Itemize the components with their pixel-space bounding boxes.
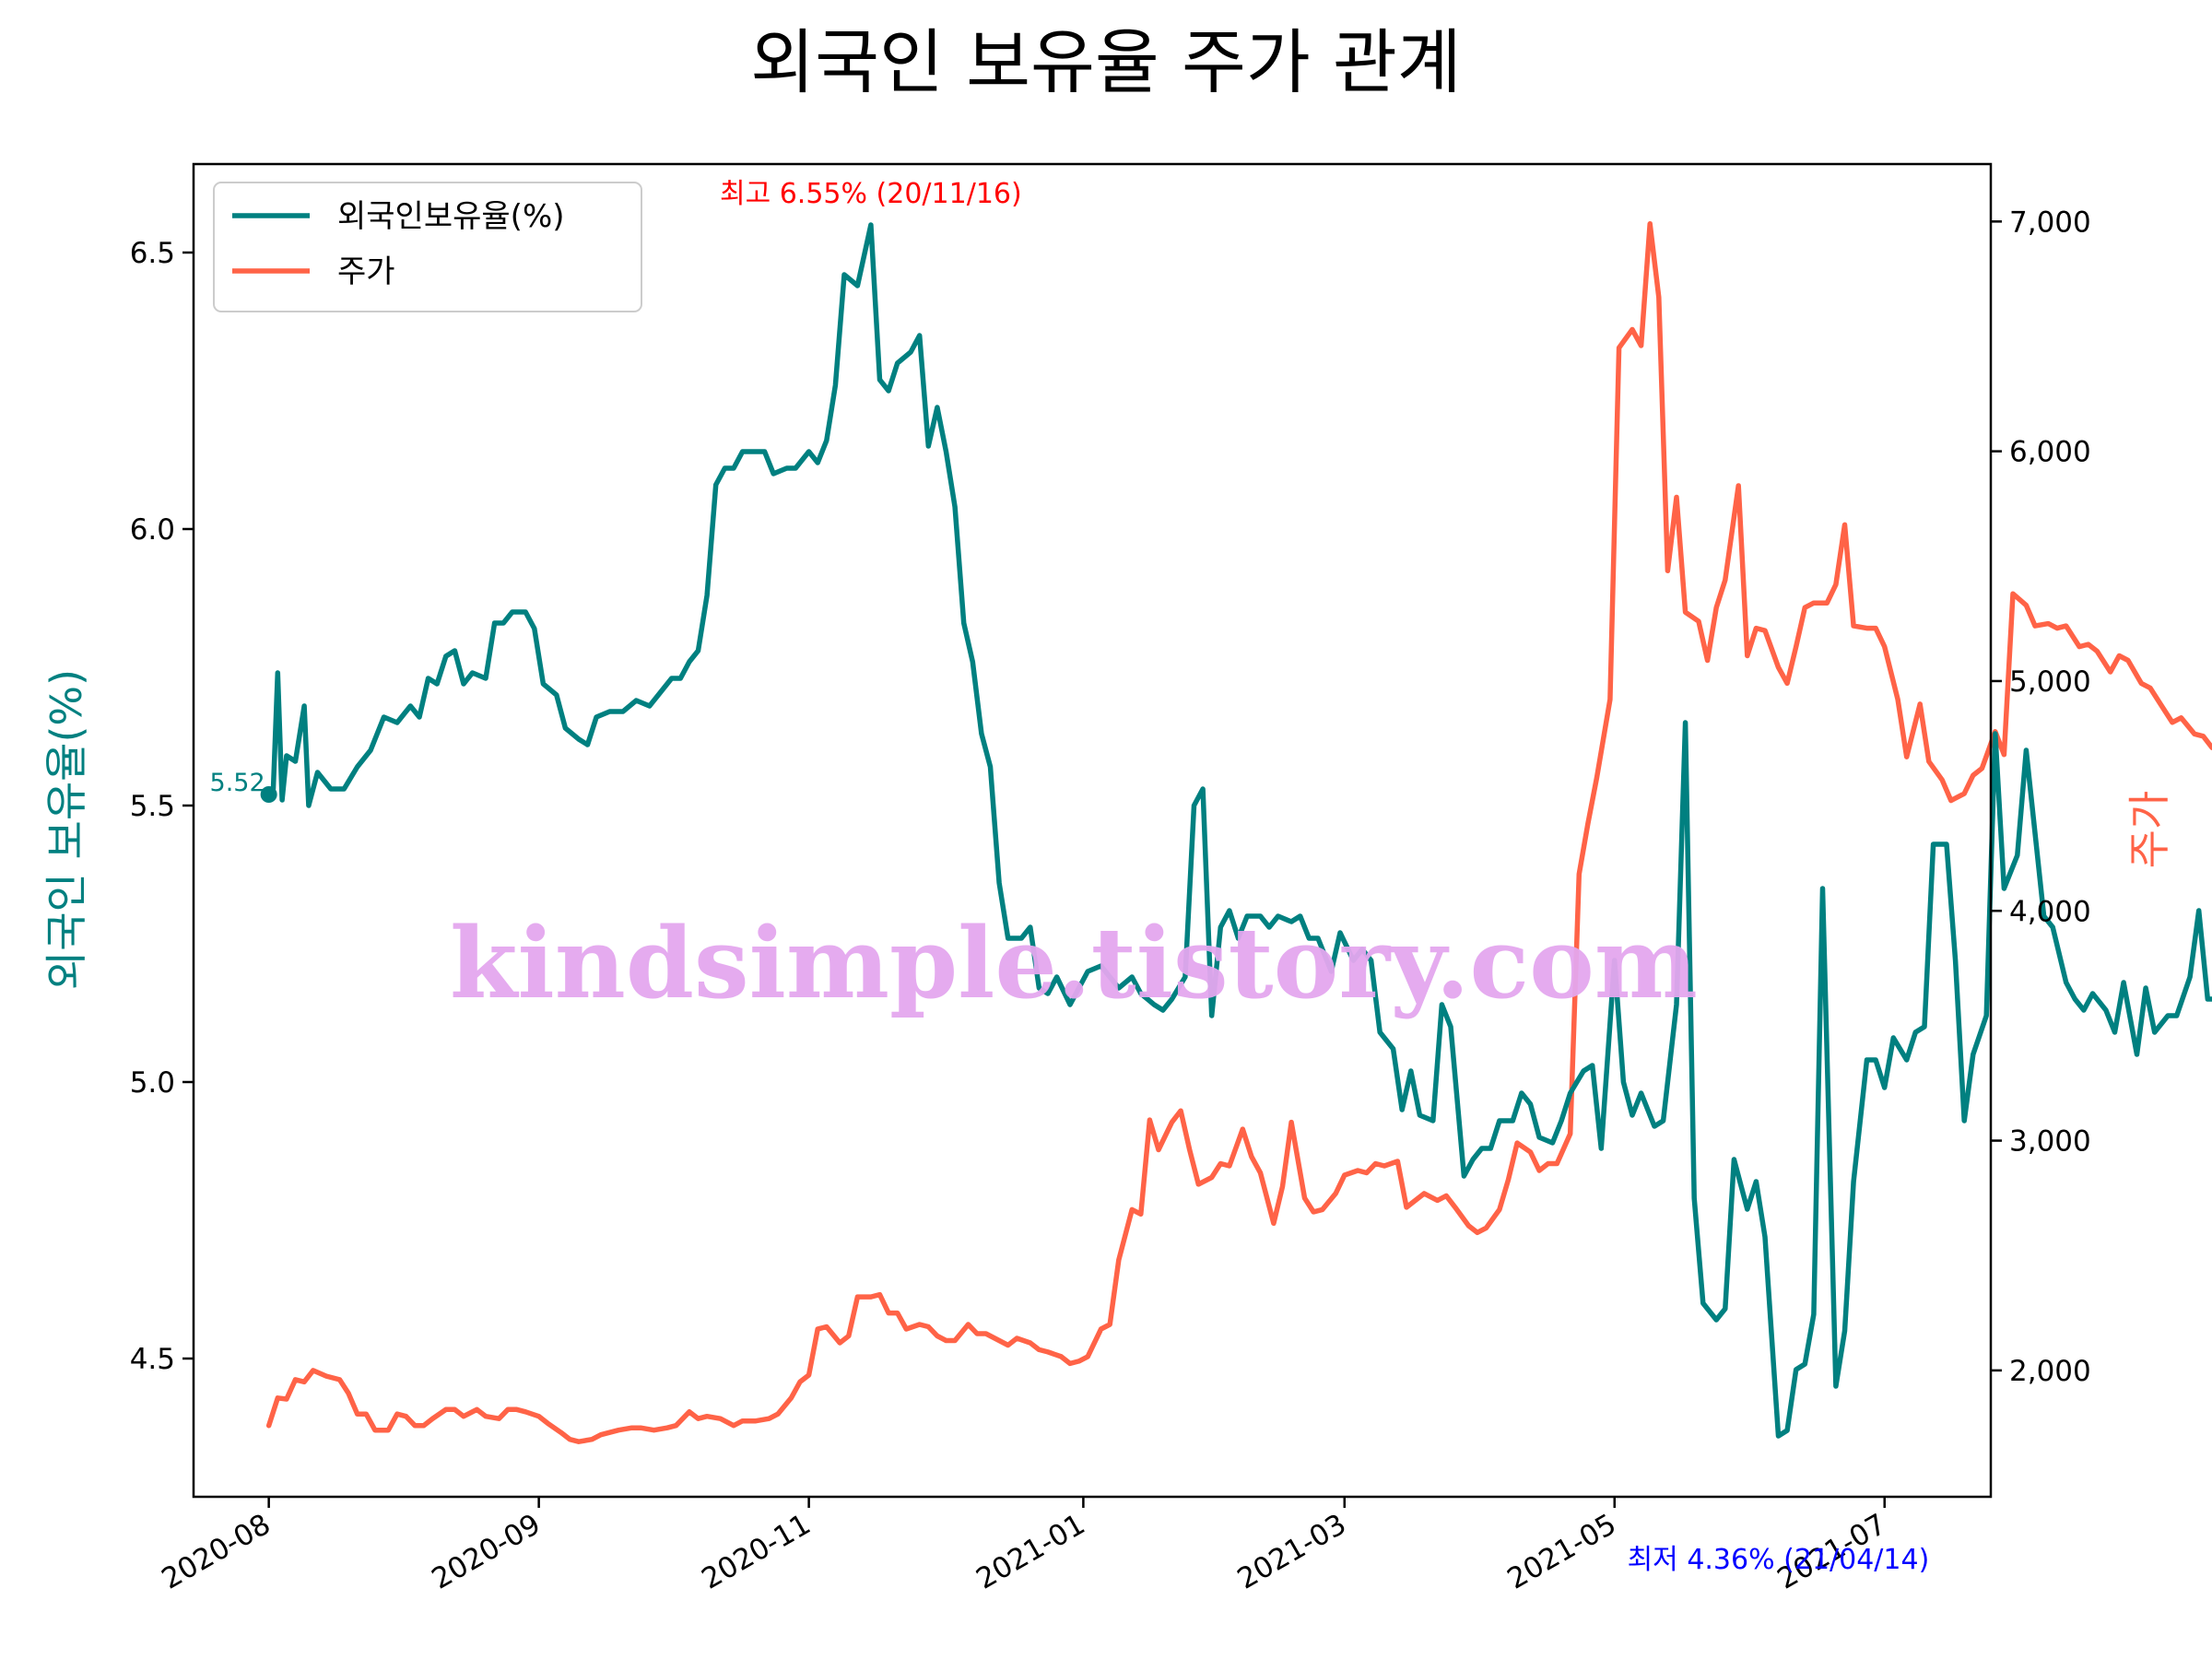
start-point-marker <box>260 786 277 803</box>
y-axis-left-label: 외국인 보유율(%) <box>41 669 91 990</box>
legend-label-price: 주가 <box>337 253 395 290</box>
y-right-tick-label: 6,000 <box>2009 436 2091 469</box>
y-right-tick-label: 2,000 <box>2009 1355 2091 1388</box>
legend: 외국인보유율(%) 주가 <box>213 182 642 312</box>
min-annotation: 최저 4.36% (21/04/14) <box>1628 1544 1930 1576</box>
foreign-ownership-line <box>265 222 2212 1439</box>
legend-box <box>213 182 642 312</box>
y-left-tick-label: 5.5 <box>130 790 175 823</box>
stock-price-line <box>265 221 2212 1444</box>
y-left-tick-label: 5.0 <box>130 1066 175 1100</box>
watermark: kindsimple.tistory.com <box>450 905 1698 1020</box>
series-layer <box>260 221 2212 1444</box>
y-axis-left: 4.5 5.0 5.5 6.0 6.5 <box>130 237 194 1376</box>
y-left-tick-label: 6.5 <box>130 237 175 270</box>
annotations: 최고 6.55% (20/11/16) 최저 4.36% (21/04/14) 5.… <box>210 178 1930 1576</box>
y-right-tick-label: 5,000 <box>2009 665 2091 699</box>
y-axis-right-label: 주가 <box>2124 791 2174 869</box>
y-left-tick-label: 6.0 <box>130 513 175 547</box>
y-axis-right: 2,000 3,000 4,000 5,000 6,000 7,000 <box>1991 206 2091 1388</box>
start-value-label: 5.52 <box>210 769 265 797</box>
max-annotation: 최고 6.55% (20/11/16) <box>720 178 1022 210</box>
plot-area <box>194 164 1991 1497</box>
chart-title: 외국인 보유율 주가 관계 <box>750 21 1462 103</box>
plot-frame <box>192 162 1993 1499</box>
y-right-tick-label: 7,000 <box>2009 206 2091 239</box>
y-right-tick-label: 3,000 <box>2009 1125 2091 1159</box>
legend-label-ownership: 외국인보유율(%) <box>337 198 565 235</box>
y-right-tick-label: 4,000 <box>2009 895 2091 928</box>
y-left-tick-label: 4.5 <box>130 1343 175 1376</box>
